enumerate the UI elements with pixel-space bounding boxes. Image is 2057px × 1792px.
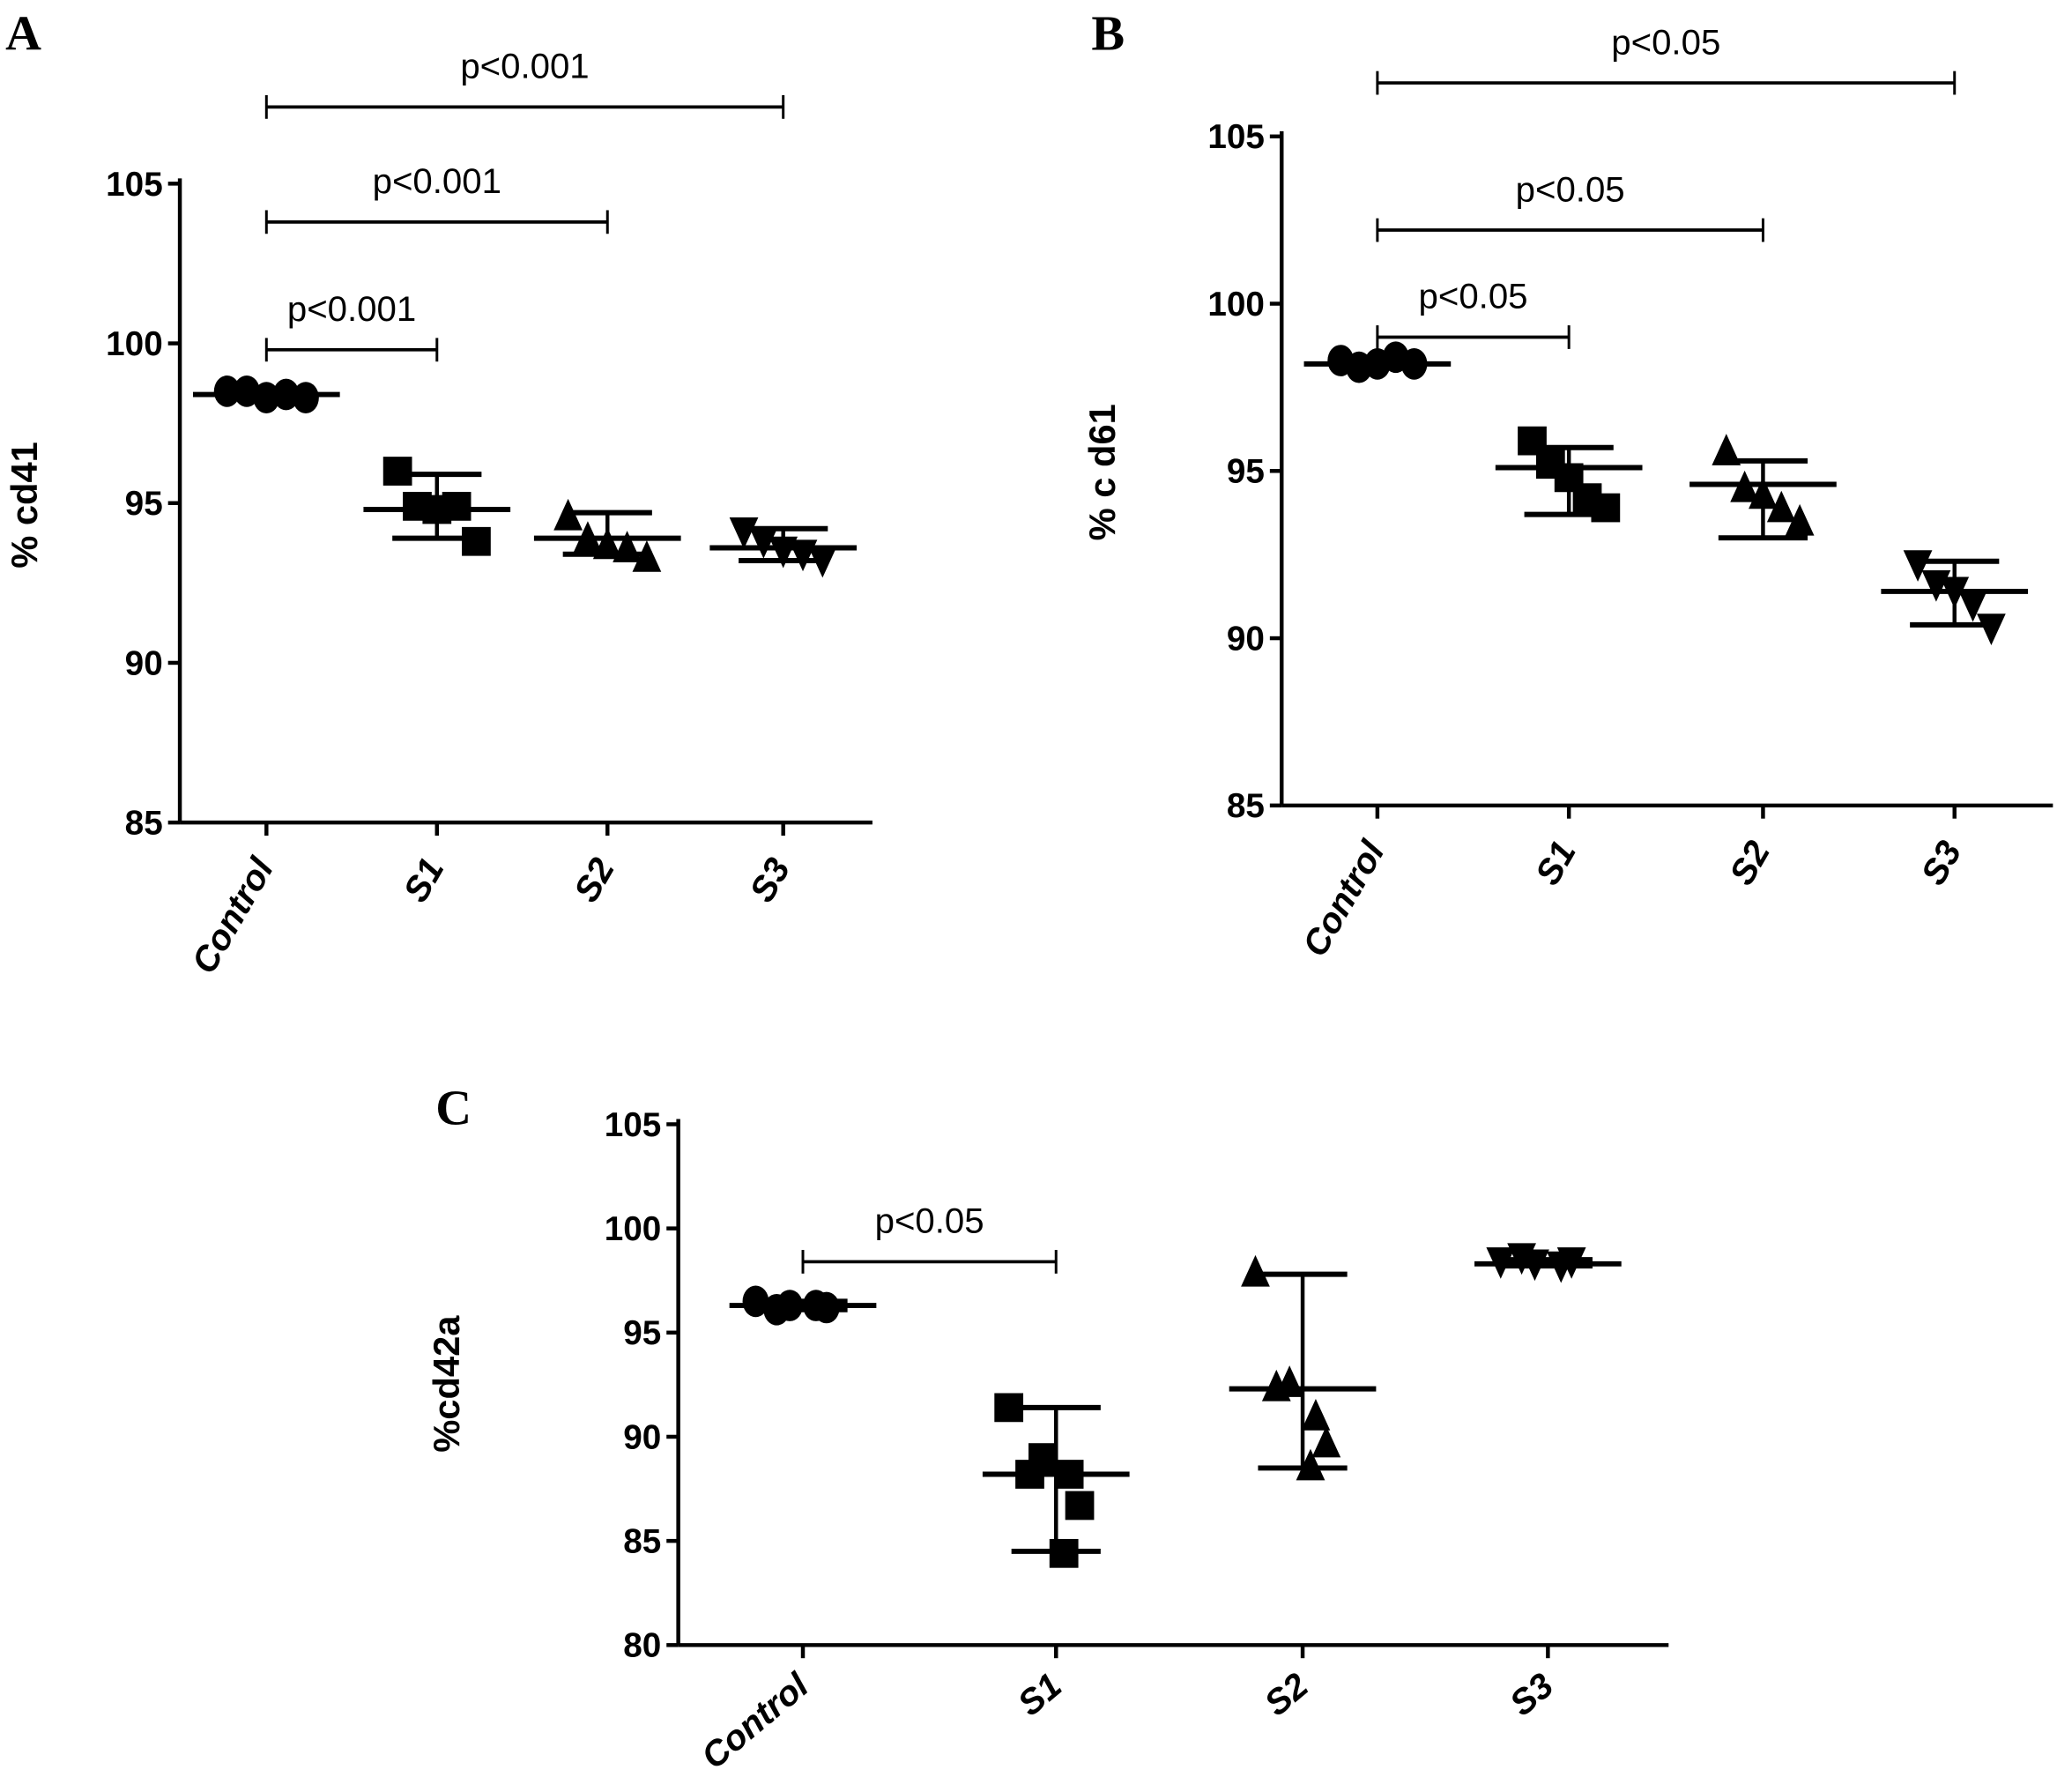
y-tick-label: 95 [1227,453,1265,491]
data-point [748,526,778,559]
y-tick-label: 95 [125,485,163,523]
data-point [613,531,642,562]
data-point [729,517,759,549]
x-tick-label: S1 [396,851,452,909]
series-s2 [1229,1254,1377,1481]
series-s1 [363,457,511,556]
chart-panel-b: B 85 90 95 100 105 % c d61 Control S1 S2 S3 p<0.05 p… [1081,7,2053,963]
y-tick-label: 105 [1207,118,1265,156]
panel-letter: B [1091,7,1125,62]
data-point [1903,550,1933,582]
y-tick-label: 90 [125,644,163,682]
significance-bracket: p<0.05 [1376,169,1764,242]
series-s1 [1495,426,1643,523]
data-point [442,492,472,521]
chart-panel-a: A 85 90 95 100 105 % cd41 Control S1 S2 S3 p<0.001 p… [4,7,873,980]
y-tick-label: 100 [605,1210,662,1248]
data-point [1241,1254,1270,1287]
p-value-label: p<0.05 [1419,277,1528,316]
series-s2 [533,498,681,572]
data-point [1311,1425,1341,1458]
x-tick-label: Control [694,1665,816,1777]
p-value-label: p<0.001 [460,47,589,86]
data-point [1977,613,2006,646]
series-control [1303,341,1452,383]
data-point [1261,1369,1291,1402]
x-tick-label: S2 [1722,834,1779,891]
x-tick-label: Control [1295,834,1392,963]
x-tick-label: S2 [1257,1665,1316,1723]
data-point [1296,1448,1326,1481]
data-point [1766,490,1796,523]
series-control [192,376,340,414]
significance-bracket: p<0.05 [801,1201,1058,1274]
p-value-label: p<0.001 [373,161,501,201]
x-tick-label: S3 [1503,1665,1562,1723]
x-tick-label: S1 [1527,834,1584,891]
significance-bracket: p<0.001 [264,161,609,234]
data-point [1785,503,1815,536]
p-value-label: p<0.05 [1611,22,1720,62]
y-tick-label: 90 [1227,620,1265,658]
y-axis-label: %cd42a [426,1315,467,1453]
data-point [1712,434,1741,465]
data-point [1591,493,1621,523]
p-value-label: p<0.001 [287,289,416,329]
series-s3 [1881,550,2029,646]
series-s2 [1689,434,1837,541]
y-tick-label: 85 [623,1523,661,1561]
significance-bracket: p<0.001 [264,47,785,119]
significance-bracket: p<0.05 [1376,277,1571,349]
x-tick-label: S1 [1010,1665,1069,1723]
y-tick-label: 90 [623,1418,661,1456]
x-tick-label: Control [184,851,282,980]
p-value-label: p<0.05 [1516,169,1625,209]
data-point [462,526,491,556]
significance-bracket: p<0.05 [1376,22,1957,95]
y-axis-label: % cd41 [4,442,45,569]
x-tick-label: S2 [566,851,622,909]
y-tick-label: 85 [125,805,163,843]
y-tick-label: 85 [1227,787,1265,825]
y-tick-label: 100 [106,325,163,363]
y-axis-label: % c d61 [1081,404,1123,540]
p-value-label: p<0.05 [875,1201,984,1241]
data-point [1065,1491,1095,1521]
panel-letter: C [435,1081,472,1135]
chart-panel-c: C 80 85 90 95 100 105 %cd42a Control S1 S2 S3 p<0.05 [426,1081,1669,1777]
data-point [1958,590,1987,622]
series-control [729,1285,877,1326]
y-tick-label: 100 [1207,286,1265,323]
y-tick-label: 105 [106,166,163,204]
significance-bracket: p<0.001 [264,289,439,362]
y-tick-label: 95 [623,1314,661,1352]
series-s1 [982,1393,1130,1568]
y-tick-label: 105 [605,1106,662,1144]
data-point [1301,1398,1331,1431]
series-s3 [709,517,858,578]
data-point [382,457,412,486]
panel-letter: A [5,7,41,62]
series-s3 [1474,1243,1622,1283]
x-tick-label: S3 [742,851,798,909]
y-tick-label: 80 [623,1627,661,1665]
x-tick-label: S3 [1913,834,1970,891]
